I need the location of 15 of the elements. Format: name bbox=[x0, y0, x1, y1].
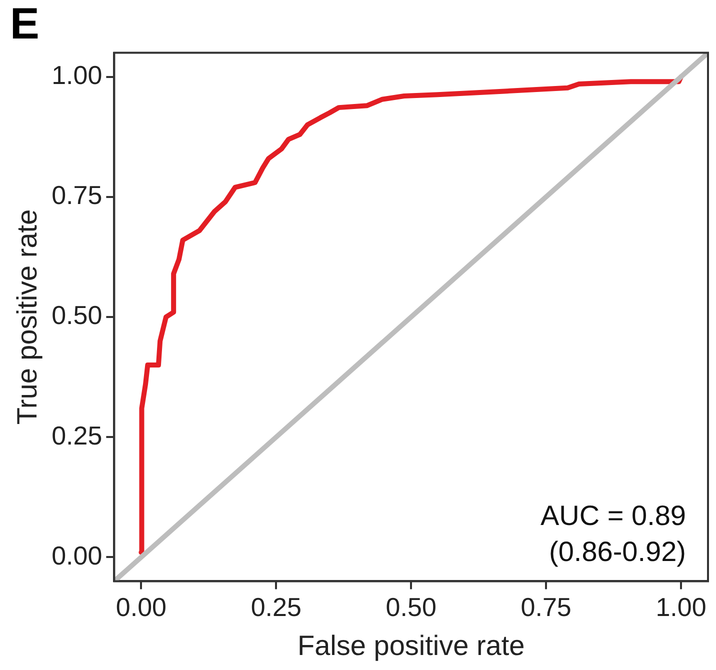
x-tick-label: 1.00 bbox=[656, 592, 706, 622]
x-tick-label: 0.50 bbox=[386, 592, 436, 622]
annotation: (0.86-0.92) bbox=[549, 536, 686, 567]
y-tick-label: 0.00 bbox=[52, 540, 102, 570]
annotation: AUC = 0.89 bbox=[540, 500, 686, 531]
y-tick-label: 0.50 bbox=[52, 300, 102, 330]
y-tick-label: 0.75 bbox=[52, 180, 102, 210]
x-tick-label: 0.75 bbox=[520, 592, 572, 622]
y-tick-label: 1.00 bbox=[52, 60, 102, 90]
y-tick-label: 0.25 bbox=[52, 420, 102, 450]
chart-title: E bbox=[10, 0, 40, 49]
x-tick-label: 0.00 bbox=[116, 592, 166, 622]
x-axis-title: False positive rate bbox=[297, 630, 525, 661]
x-tick-label: 0.25 bbox=[250, 592, 302, 622]
y-axis-title: True positive rate bbox=[12, 209, 43, 425]
